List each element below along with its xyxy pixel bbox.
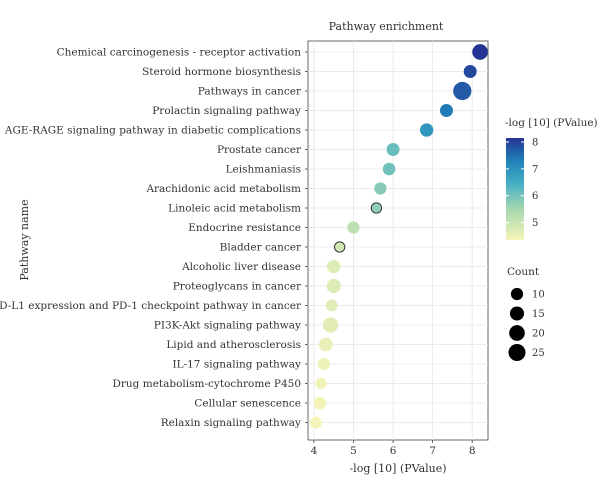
data-point bbox=[439, 103, 453, 118]
y-tick-label: Leishmaniasis bbox=[226, 164, 301, 176]
x-tick-labels: 4 5 6 7 8 bbox=[311, 440, 476, 457]
data-point bbox=[315, 377, 327, 390]
size-legend-label: 20 bbox=[532, 329, 545, 340]
x-axis-label: -log [10] (PValue) bbox=[349, 462, 446, 475]
data-point bbox=[310, 416, 322, 429]
size-legend-dot bbox=[509, 325, 525, 341]
y-tick-label: Steroid hormone biosynthesis bbox=[142, 66, 301, 78]
data-point bbox=[317, 357, 330, 371]
y-tick-labels: Chemical carcinogenesis - receptor activ… bbox=[0, 47, 308, 429]
size-legend-dot bbox=[508, 344, 526, 361]
y-tick-label: Prolactin signaling pathway bbox=[152, 105, 301, 117]
x-tick-label: 8 bbox=[469, 445, 476, 457]
y-tick-label: Linoleic acid metabolism bbox=[168, 203, 301, 215]
data-point bbox=[419, 123, 434, 137]
color-scale-bar bbox=[506, 138, 524, 240]
y-tick-label: AGE-RAGE signaling pathway in diabetic c… bbox=[4, 125, 301, 137]
x-tick-label: 4 bbox=[311, 445, 318, 457]
color-tick-label: 5 bbox=[532, 218, 538, 229]
x-tick-label: 6 bbox=[390, 445, 397, 457]
data-point bbox=[325, 299, 338, 312]
y-tick-label: PD-L1 expression and PD-1 checkpoint pat… bbox=[0, 300, 302, 312]
data-point bbox=[453, 81, 472, 101]
y-tick-label: Relaxin signaling pathway bbox=[161, 417, 301, 429]
data-point bbox=[463, 64, 477, 79]
data-point bbox=[327, 259, 341, 274]
data-point bbox=[374, 182, 387, 195]
size-legend-label: 25 bbox=[532, 348, 545, 359]
chart-title: Pathway enrichment bbox=[329, 20, 444, 33]
y-tick-label: Prostate cancer bbox=[217, 144, 302, 156]
y-tick-label: Pathways in cancer bbox=[198, 86, 302, 98]
size-legend-label: 10 bbox=[532, 290, 545, 301]
data-point bbox=[386, 142, 400, 157]
y-tick-label: Lipid and atherosclerosis bbox=[166, 339, 301, 351]
plot-area bbox=[307, 40, 489, 441]
y-tick-label: Alcoholic liver disease bbox=[181, 261, 301, 273]
y-tick-label: Endocrine resistance bbox=[188, 222, 301, 234]
y-tick-label: Bladder cancer bbox=[220, 242, 302, 254]
data-point bbox=[333, 241, 346, 253]
y-tick-label: Drug metabolism-cytochrome P450 bbox=[112, 378, 301, 390]
color-tick-label: 7 bbox=[532, 164, 538, 175]
data-point bbox=[382, 162, 396, 176]
data-point bbox=[347, 221, 360, 234]
data-point bbox=[313, 396, 327, 410]
grid-lines bbox=[308, 41, 488, 440]
color-tick-label: 8 bbox=[532, 138, 538, 149]
x-tick-label: 5 bbox=[350, 445, 357, 457]
color-tick-label: 6 bbox=[532, 191, 538, 202]
data-points bbox=[310, 44, 488, 429]
size-legend-dot bbox=[509, 306, 525, 321]
y-tick-label: Proteoglycans in cancer bbox=[173, 281, 302, 293]
y-tick-label: Arachidonic acid metabolism bbox=[145, 183, 301, 195]
y-tick-label: Cellular senescence bbox=[194, 398, 301, 410]
x-tick-label: 7 bbox=[429, 445, 436, 457]
color-scale-ticks: 5 6 7 8 bbox=[506, 138, 538, 229]
y-axis-label: Pathway name bbox=[18, 199, 31, 280]
y-tick-label: IL-17 signaling pathway bbox=[172, 359, 301, 371]
data-point bbox=[322, 317, 339, 333]
data-point bbox=[326, 278, 341, 294]
data-point bbox=[318, 337, 333, 352]
size-legend-title: Count bbox=[507, 266, 540, 278]
data-point bbox=[472, 44, 488, 60]
y-tick-label: Chemical carcinogenesis - receptor activ… bbox=[57, 47, 302, 59]
size-legend-label: 15 bbox=[532, 309, 545, 320]
size-legend: 10 15 20 25 bbox=[508, 287, 545, 361]
data-point bbox=[370, 202, 383, 214]
y-tick-label: PI3K-Akt signaling pathway bbox=[154, 320, 301, 332]
size-legend-dot bbox=[510, 287, 524, 301]
color-legend-title: -log [10] (PValue) bbox=[505, 117, 598, 129]
